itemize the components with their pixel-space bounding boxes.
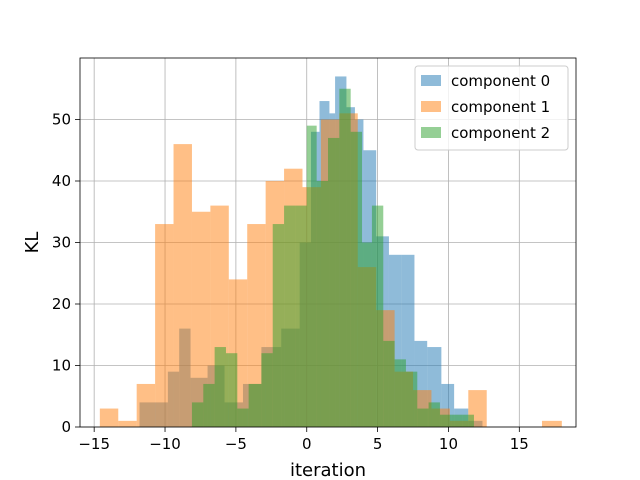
histogram-bar — [214, 347, 226, 427]
legend-swatch — [421, 127, 441, 138]
x-tick-label: −15 — [78, 435, 110, 453]
legend-swatch — [421, 75, 441, 86]
histogram-bar — [541, 420, 562, 427]
histogram-bar — [284, 205, 296, 427]
histogram-bar — [362, 242, 372, 427]
legend-label: component 2 — [451, 124, 550, 142]
histogram-bar — [394, 359, 406, 427]
histogram-bar — [118, 420, 137, 427]
x-tick-label: 10 — [439, 435, 458, 453]
legend-label: component 1 — [451, 98, 550, 116]
legend-swatch — [421, 101, 441, 112]
histogram-bar — [272, 224, 285, 427]
x-tick-label: 5 — [373, 435, 383, 453]
histogram-bar — [173, 144, 192, 427]
y-tick-label: 40 — [52, 172, 71, 190]
y-tick-label: 0 — [61, 418, 71, 436]
histogram-bar — [350, 131, 363, 428]
y-axis-label: KL — [22, 232, 43, 254]
histogram-bar — [203, 383, 215, 427]
x-axis-label: iteration — [290, 460, 366, 480]
legend-label: component 0 — [451, 72, 550, 90]
x-tick-label: −5 — [225, 435, 247, 453]
histogram-bar — [247, 224, 266, 427]
x-tick-label: −10 — [149, 435, 181, 453]
y-tick-label: 20 — [52, 295, 71, 313]
histogram-bar — [371, 205, 384, 427]
histogram-bar — [328, 137, 340, 427]
legend: component 0 component 1 component 2 — [414, 65, 569, 151]
histogram-bar — [248, 383, 262, 427]
histogram-bar — [428, 402, 440, 427]
histogram-bar — [237, 408, 249, 427]
histogram-bar — [451, 414, 463, 427]
histogram-bar — [191, 402, 204, 427]
histogram-bar — [225, 353, 238, 427]
histogram-bar — [405, 371, 418, 427]
y-tick-label: 30 — [52, 234, 71, 252]
histogram-bar — [339, 88, 351, 427]
histogram-bar — [155, 224, 174, 427]
histogram-bar — [136, 383, 156, 427]
histogram-bar — [99, 408, 119, 427]
histogram-bar — [306, 125, 317, 428]
histogram-bar — [316, 181, 328, 427]
histogram-bar — [295, 205, 307, 427]
ticks: −15 −10 −5 0 5 10 15 0 10 20 30 40 50 — [52, 111, 529, 454]
bars — [99, 76, 562, 428]
y-tick-label: 50 — [52, 111, 71, 129]
y-tick-label: 10 — [52, 357, 71, 375]
histogram-bar — [191, 211, 211, 427]
histogram-bar — [417, 408, 429, 427]
histogram-bar — [439, 414, 452, 427]
histogram-bar — [383, 340, 395, 427]
legend-box — [414, 65, 569, 151]
series-2 — [191, 88, 474, 428]
x-tick-label: 15 — [510, 435, 529, 453]
histogram-bar — [462, 414, 474, 427]
histogram-bar — [261, 353, 273, 427]
x-tick-label: 0 — [302, 435, 312, 453]
